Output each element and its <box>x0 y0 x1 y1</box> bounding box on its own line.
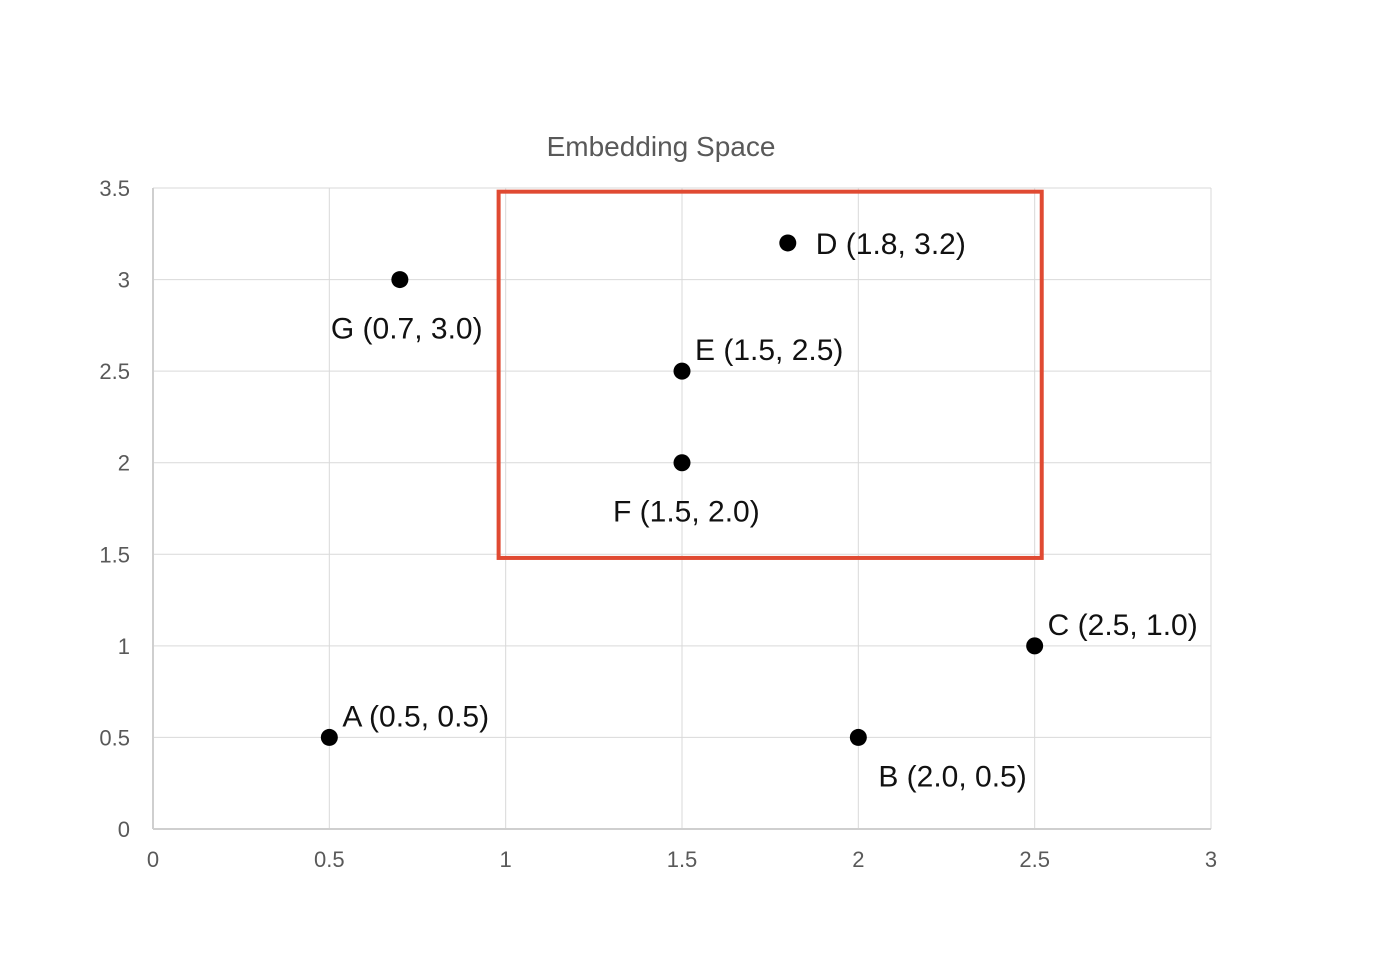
data-point <box>779 234 797 252</box>
axis-layer <box>152 188 1211 830</box>
y-tick-label: 0.5 <box>99 725 130 750</box>
y-tick-label: 2 <box>118 451 130 476</box>
point-label: E (1.5, 2.5) <box>695 334 843 367</box>
y-tick-label: 0 <box>118 817 130 842</box>
x-tick-label: 1.5 <box>667 847 698 872</box>
x-tick-label: 2 <box>852 847 864 872</box>
x-tick-label: 1 <box>500 847 512 872</box>
data-point <box>391 271 409 289</box>
x-tick-label: 0 <box>147 847 159 872</box>
y-tick-label: 1 <box>118 634 130 659</box>
x-tick-label: 0.5 <box>314 847 345 872</box>
point-layer <box>320 234 1044 746</box>
x-tick-label: 2.5 <box>1019 847 1050 872</box>
point-label: A (0.5, 0.5) <box>342 700 489 733</box>
point-label: C (2.5, 1.0) <box>1048 609 1198 642</box>
data-point <box>320 728 338 746</box>
point-label: D (1.8, 3.2) <box>816 228 966 261</box>
x-tick-label: 3 <box>1205 847 1217 872</box>
data-point <box>849 728 867 746</box>
point-label: G (0.7, 3.0) <box>331 313 483 346</box>
point-label: B (2.0, 0.5) <box>878 760 1026 793</box>
y-tick-label: 3 <box>118 268 130 293</box>
highlight-box <box>496 189 1044 560</box>
chart-title: Embedding Space <box>547 131 776 162</box>
data-point <box>673 362 691 380</box>
label-layer: A (0.5, 0.5) B (2.0, 0.5) C (2.5, 1.0) D (1… <box>331 228 1198 793</box>
y-tick-label: 2.5 <box>99 359 130 384</box>
y-tick-label: 1.5 <box>99 542 130 567</box>
data-point <box>1026 637 1044 655</box>
highlight-layer <box>496 189 1044 560</box>
point-label: F (1.5, 2.0) <box>613 496 760 529</box>
tick-layer: 0 0.5 1 1.5 2 2.5 3 0 0.5 1 1.5 2 2.5 3 3.5 <box>99 176 1217 872</box>
y-tick-label: 3.5 <box>99 176 130 201</box>
data-point <box>673 454 691 472</box>
